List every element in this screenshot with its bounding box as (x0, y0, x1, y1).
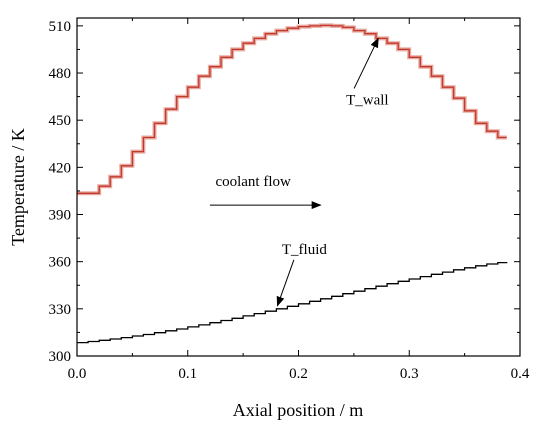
y-tick-label: 480 (49, 66, 72, 82)
series-t-wall-line (77, 24, 507, 194)
annotation-t-fluid: T_fluid (282, 242, 327, 258)
x-tick-label: 0.3 (400, 366, 419, 382)
annotation-coolant-flow: coolant flow (215, 174, 291, 190)
y-tick-label: 300 (49, 349, 72, 365)
x-tick-label: 0.4 (511, 366, 530, 382)
y-tick-label: 360 (49, 255, 72, 271)
annotation-t-fluid-arrow (276, 259, 295, 307)
series-t-fluid-line (77, 261, 508, 344)
x-tick-label: 0.1 (178, 366, 197, 382)
y-axis-label: Temperature / K (8, 128, 28, 246)
x-tick-label: 0.2 (289, 366, 308, 382)
y-tick-label: 420 (49, 160, 72, 176)
x-tick-label: 0.0 (68, 366, 87, 382)
series-t-wall-halo (77, 23, 507, 196)
y-tick-label: 510 (49, 19, 72, 35)
x-axis-label: Axial position / m (233, 400, 364, 420)
y-tick-label: 330 (49, 302, 72, 318)
y-tick-label: 390 (49, 208, 72, 224)
y-tick-label: 450 (49, 113, 72, 129)
annotation-t-wall-arrow (353, 37, 379, 89)
annotation-t-wall: T_wall (346, 92, 389, 108)
